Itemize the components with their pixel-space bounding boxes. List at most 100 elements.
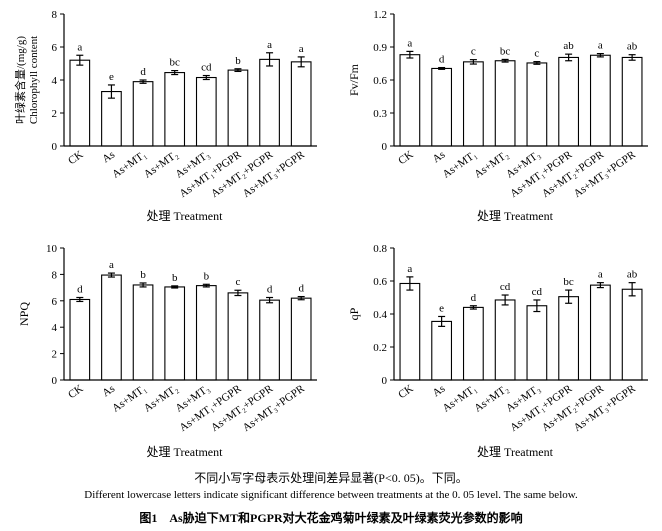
y-tick-label: 0 xyxy=(382,141,388,153)
bar xyxy=(589,54,611,147)
bar xyxy=(69,59,91,147)
x-tick-label: As+MT₁ xyxy=(440,149,479,181)
x-tick-label: As xyxy=(430,383,447,400)
x-axis-label: 处理 Treatment xyxy=(477,209,554,223)
significance-letter: cd xyxy=(532,286,543,298)
significance-letter: b xyxy=(172,272,178,284)
bar xyxy=(526,305,548,381)
significance-letter: e xyxy=(109,71,114,83)
y-tick-label: 6 xyxy=(52,296,58,308)
significance-letter: cd xyxy=(500,281,511,293)
bar xyxy=(259,58,280,147)
x-axis-label: 处理 Treatment xyxy=(147,445,224,459)
y-tick-label: 0.8 xyxy=(373,243,387,255)
bar xyxy=(259,299,280,381)
y-tick-label: 6 xyxy=(52,42,58,54)
caption-note-cn: 不同小写字母表示处理间差异显著(P<0. 05)。下同。 xyxy=(194,471,468,485)
y-tick-label: 0 xyxy=(382,375,388,387)
bar xyxy=(164,286,186,381)
bar xyxy=(227,292,249,381)
bar xyxy=(69,298,91,381)
chart-panel-4: a e d cd cd bc a ab 0 0.2 0.4 0.6 0.8 CK AsAs+MT₁As+MT… xyxy=(347,243,648,459)
bar xyxy=(621,56,643,147)
y-tick-label: 0.3 xyxy=(373,108,387,120)
bar xyxy=(132,81,154,147)
significance-letter: bc xyxy=(169,57,180,69)
bar xyxy=(494,60,516,147)
y-tick-label: 1.2 xyxy=(373,9,387,21)
significance-letter: a xyxy=(77,41,82,53)
bar xyxy=(621,288,643,381)
significance-letter: c xyxy=(534,48,539,60)
significance-letter: a xyxy=(299,43,304,55)
x-tick-label: As xyxy=(430,149,447,166)
significance-letter: d xyxy=(140,66,146,78)
significance-letter: ab xyxy=(627,269,638,281)
significance-letter: a xyxy=(598,40,603,52)
bar xyxy=(195,285,217,381)
x-tick-label: CK xyxy=(396,149,415,168)
bar xyxy=(132,284,154,381)
significance-letter: bc xyxy=(500,45,511,57)
significance-letter: d xyxy=(298,283,304,295)
significance-letter: a xyxy=(407,37,412,49)
bar xyxy=(558,56,580,147)
bar xyxy=(462,306,484,381)
y-tick-label: 0.4 xyxy=(373,309,387,321)
y-axis-label: NPQ xyxy=(17,302,31,326)
significance-letter: a xyxy=(407,263,412,275)
x-axis-label: 处理 Treatment xyxy=(147,209,224,223)
significance-letter: c xyxy=(471,46,476,58)
y-tick-label: 8 xyxy=(52,269,58,281)
bar xyxy=(431,67,453,147)
bar xyxy=(399,54,421,147)
caption-note-en: Different lowercase letters indicate sig… xyxy=(84,489,578,501)
x-tick-label: CK xyxy=(66,149,85,168)
x-tick-label: CK xyxy=(396,383,415,402)
y-tick-label: 8 xyxy=(52,9,58,21)
bar xyxy=(101,91,122,147)
x-tick-label: As xyxy=(100,383,117,400)
x-tick-label: As+MT₂ xyxy=(142,149,181,181)
x-tick-label: As+MT₂ xyxy=(472,149,511,181)
y-tick-label: 2 xyxy=(52,108,58,120)
x-tick-label: As+MT₂ xyxy=(472,383,511,415)
y-axis-label: Fv/Fm xyxy=(347,63,361,96)
significance-letter: a xyxy=(267,39,272,51)
y-tick-label: 0 xyxy=(52,141,58,153)
bar xyxy=(290,297,312,381)
bar xyxy=(399,282,421,381)
y-tick-label: 0 xyxy=(52,375,58,387)
chart-panel-2: a d c bc c ab a ab 0 0.3 0.6 0.9 1.2 CK AsAs+MT₁As+MT₂… xyxy=(347,9,648,223)
bar xyxy=(494,299,516,381)
x-tick-label: CK xyxy=(66,383,85,402)
y-axis-label: qP xyxy=(347,307,361,320)
y-tick-label: 10 xyxy=(46,243,58,255)
bar xyxy=(526,62,548,147)
bar xyxy=(195,76,217,147)
significance-letter: ab xyxy=(563,40,574,52)
significance-letter: c xyxy=(235,276,240,288)
bar xyxy=(558,296,580,381)
bar xyxy=(431,320,453,381)
x-tick-label: As+MT₁ xyxy=(110,149,149,181)
significance-letter: d xyxy=(267,284,273,296)
y-tick-label: 4 xyxy=(52,75,58,87)
significance-letter: b xyxy=(140,269,146,281)
x-tick-label: As+MT₁ xyxy=(110,383,149,415)
significance-letter: cd xyxy=(201,62,212,74)
y-tick-label: 0.9 xyxy=(373,42,387,54)
significance-letter: a xyxy=(109,259,114,271)
y-axis-label-cn: 叶绿素含量/(mg/g) xyxy=(13,36,27,124)
significance-letter: e xyxy=(439,302,444,314)
significance-letter: ab xyxy=(627,41,638,53)
bar xyxy=(164,72,186,147)
y-tick-label: 2 xyxy=(52,349,58,361)
bar xyxy=(589,284,611,381)
bar xyxy=(462,61,484,147)
significance-letter: d xyxy=(471,292,477,304)
significance-letter: b xyxy=(235,55,241,67)
